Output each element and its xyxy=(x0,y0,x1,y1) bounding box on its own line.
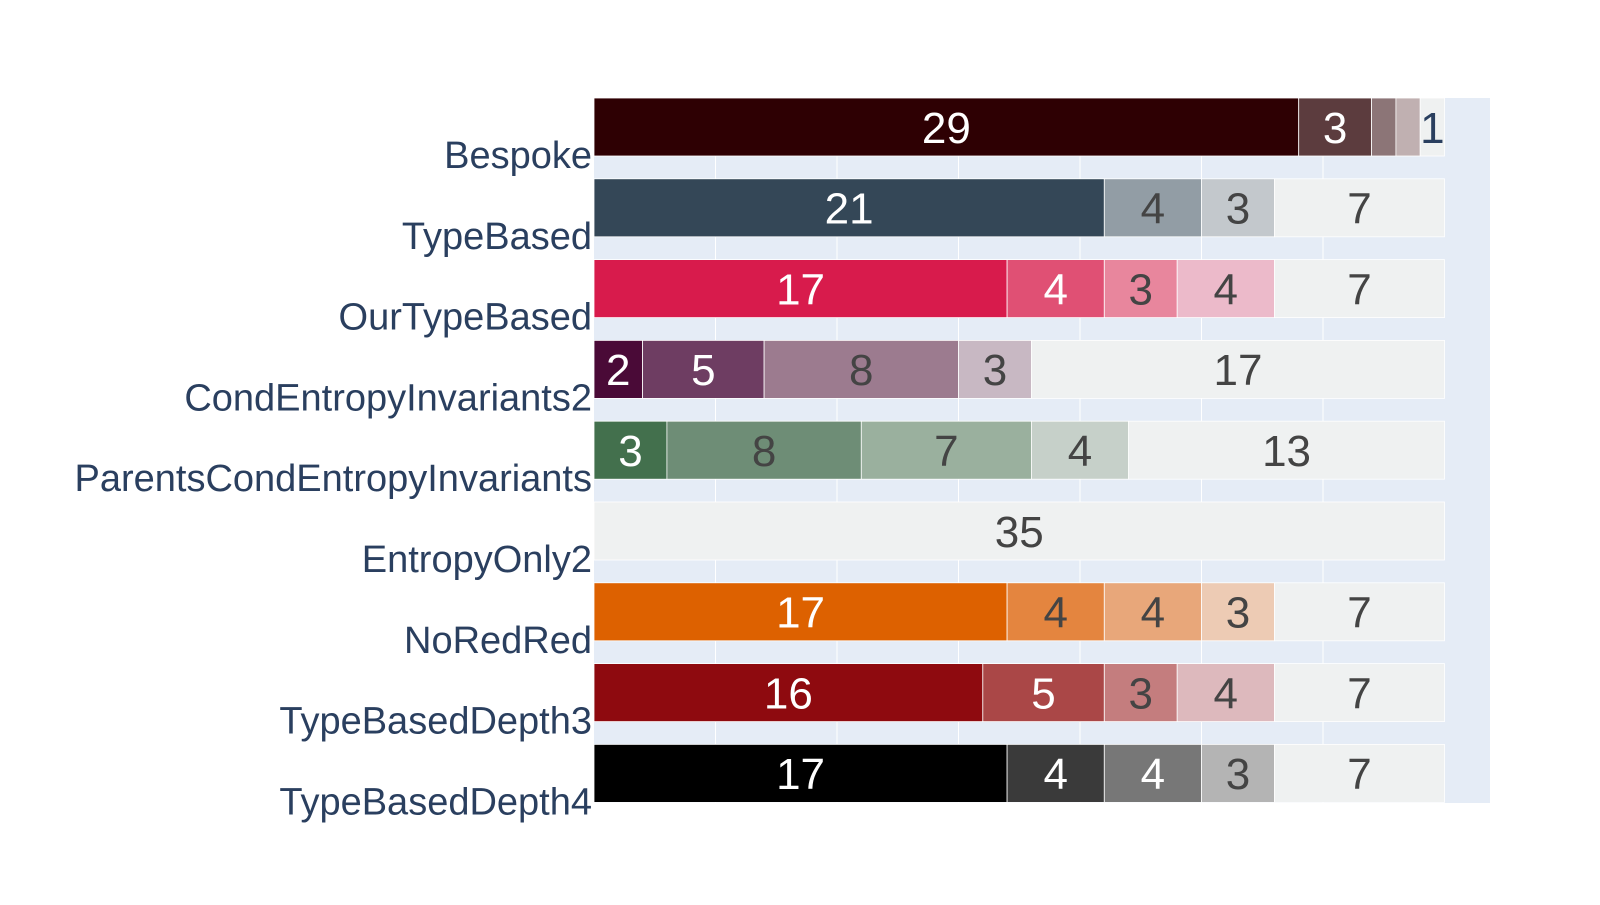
bar-value-label: 7 xyxy=(1347,265,1371,314)
bar-value-label: 4 xyxy=(1043,589,1067,638)
bar-value-label: 3 xyxy=(1129,265,1153,314)
bar-value-label: 13 xyxy=(1262,427,1311,476)
bar-segment xyxy=(1103,582,1202,642)
bar-value-label: 3 xyxy=(1226,185,1250,234)
y-tick-label: ParentsCondEntropyInvariants xyxy=(74,458,592,500)
y-tick-label: TypeBasedDepth3 xyxy=(279,701,592,743)
bar-segment xyxy=(1274,663,1445,722)
bar-segment xyxy=(860,420,1032,480)
y-tick-label: OurTypeBased xyxy=(339,297,592,339)
bar-value-label: 3 xyxy=(1226,750,1250,799)
bar-segment xyxy=(666,420,862,480)
bar-value-label: 7 xyxy=(1347,669,1371,718)
bar-segment xyxy=(1006,582,1105,642)
bar-segment xyxy=(958,339,1032,399)
bar-value-label: 2 xyxy=(606,346,630,395)
bar-value-label: 17 xyxy=(776,265,825,314)
bar-segment xyxy=(1176,663,1275,722)
bar-segment xyxy=(594,663,984,722)
bar-value-label: 5 xyxy=(691,346,715,395)
bar-value-label: 8 xyxy=(849,346,873,395)
bar-value-label: 3 xyxy=(618,427,642,476)
bar-segment xyxy=(1176,259,1275,319)
bar-segment xyxy=(594,501,1445,561)
bar-value-label: 29 xyxy=(922,104,971,153)
bar-value-label: 5 xyxy=(1031,669,1055,718)
bar-segment xyxy=(1128,420,1445,480)
bar-segment xyxy=(1419,98,1445,157)
y-tick-label: Bespoke xyxy=(444,135,592,177)
bar-value-label: 3 xyxy=(1226,589,1250,638)
bar-segment xyxy=(1031,339,1445,399)
bar-segment xyxy=(1395,98,1421,157)
bar-segment xyxy=(1274,744,1445,803)
y-tick-label: EntropyOnly2 xyxy=(362,539,592,581)
bar-segment xyxy=(1274,259,1445,319)
bar-value-label: 35 xyxy=(995,508,1044,557)
bar-segment xyxy=(594,582,1008,642)
bar-segment xyxy=(594,178,1105,238)
bar-value-label: 16 xyxy=(764,669,813,718)
bar-value-label: 3 xyxy=(1129,669,1153,718)
bar-value-label: 4 xyxy=(1141,750,1165,799)
bar-value-label: 4 xyxy=(1141,185,1165,234)
bar-value-label: 7 xyxy=(1347,589,1371,638)
bar-segment xyxy=(594,744,1008,803)
bar-value-label: 4 xyxy=(1214,669,1238,718)
bar-segment xyxy=(1201,178,1275,238)
bar-value-label: 21 xyxy=(825,185,874,234)
bar-segment xyxy=(1103,178,1202,238)
bar-segment xyxy=(594,98,1300,157)
bar-value-label: 17 xyxy=(776,589,825,638)
bar-value-label: 4 xyxy=(1043,750,1067,799)
bar-value-label: 4 xyxy=(1214,265,1238,314)
bar-segment xyxy=(1031,420,1130,480)
bar-segment xyxy=(1006,259,1105,319)
bar-segment xyxy=(1006,744,1105,803)
bar-segment xyxy=(642,339,765,399)
bar-segment xyxy=(1103,744,1202,803)
bar-value-label: 7 xyxy=(1347,185,1371,234)
bar-segment xyxy=(1103,663,1178,722)
bar-value-label: 7 xyxy=(934,427,958,476)
y-tick-label: CondEntropyInvariants2 xyxy=(184,377,592,419)
bar-segment xyxy=(1371,98,1397,157)
y-tick-label: TypeBased xyxy=(402,216,592,258)
y-tick-labels: Bespoke TypeBased OurTypeBased CondEntropyI… xyxy=(74,135,592,823)
bar-segment xyxy=(594,339,643,399)
bar-value-label: 3 xyxy=(983,346,1007,395)
bar-value-label: 17 xyxy=(1213,346,1262,395)
bar-segment xyxy=(1274,178,1445,238)
y-tick-label: NoRedRed xyxy=(404,620,592,662)
bar-value-label: 4 xyxy=(1043,265,1067,314)
bars xyxy=(594,98,1445,803)
bar-value-label: 4 xyxy=(1068,427,1092,476)
bar-value-label: 8 xyxy=(752,427,776,476)
bar-segment xyxy=(1298,98,1372,157)
bar-value-label: 17 xyxy=(776,750,825,799)
y-tick-label: TypeBasedDepth4 xyxy=(279,781,592,823)
bar-value-label: 3 xyxy=(1323,104,1347,153)
bar-segment xyxy=(1201,582,1275,642)
bar-segment xyxy=(1274,582,1445,642)
bar-value-label: 4 xyxy=(1141,589,1165,638)
bar-value-label: 7 xyxy=(1347,750,1371,799)
bar-value-label: 1 xyxy=(1420,104,1444,153)
bar-segment xyxy=(763,339,959,399)
bar-segment xyxy=(982,663,1105,722)
